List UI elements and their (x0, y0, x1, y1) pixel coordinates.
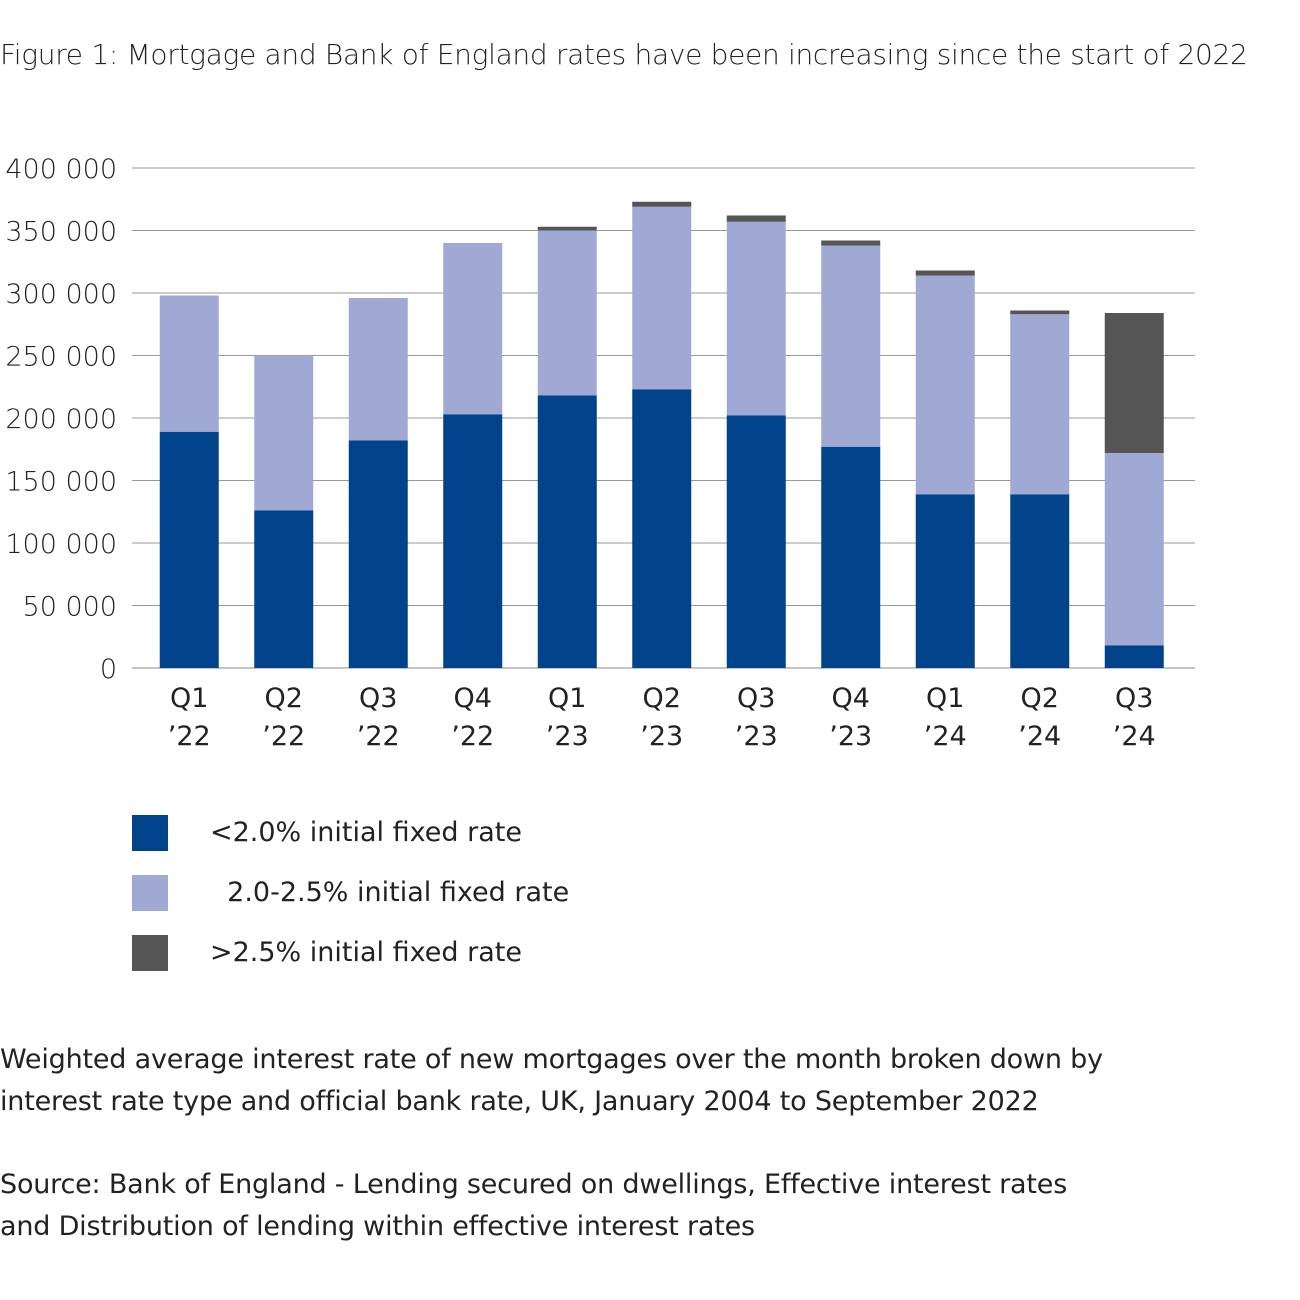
y-tick-label: 300 000 (5, 279, 117, 310)
source-line-2: and Distribution of lending within effec… (0, 1211, 755, 1242)
bar-segment-mid (726, 221, 786, 416)
x-tick-label-quarter: Q3 (1115, 683, 1153, 714)
stacked-bar-chart: 0 50 000 100 000 150 000 200 000 250 000 300 0… (5, 154, 1195, 752)
bar-segment-low (348, 440, 408, 668)
bar-segment-mid (821, 245, 881, 447)
bar-segment-low (159, 431, 219, 668)
x-tick-label-year: ’23 (735, 721, 778, 752)
y-tick-label: 50 000 (23, 592, 117, 623)
x-tick-label-year: ’23 (640, 721, 683, 752)
x-tick-label-quarter: Q1 (548, 683, 586, 714)
caption-line-1: Weighted average interest rate of new mo… (0, 1044, 1103, 1075)
x-tick-label-year: ’22 (262, 721, 305, 752)
y-tick-label: 250 000 (5, 342, 117, 373)
bar-segment-low (254, 510, 314, 668)
bar-segment-mid (1104, 453, 1164, 646)
y-tick-label: 0 (100, 654, 117, 685)
x-tick-label-quarter: Q4 (454, 683, 492, 714)
bar-segment-mid (1010, 314, 1070, 495)
x-tick-label-year: ’24 (924, 721, 967, 752)
x-tick-label-quarter: Q1 (170, 683, 208, 714)
y-tick-label: 100 000 (5, 529, 117, 560)
y-tick-label: 400 000 (5, 154, 117, 185)
bar-segment-low (915, 494, 975, 668)
bar-segment-low (726, 415, 786, 668)
bar-segment-mid (254, 355, 314, 511)
x-tick-label-year: ’23 (829, 721, 872, 752)
x-tick-label-quarter: Q3 (737, 683, 775, 714)
legend-swatch-high (132, 935, 168, 971)
caption-line-2: interest rate type and official bank rat… (0, 1086, 1039, 1117)
x-tick-label-quarter: Q1 (926, 683, 964, 714)
x-tick-label-year: ’24 (1018, 721, 1061, 752)
bar-segment-high (821, 240, 881, 246)
bar-segment-low (1010, 494, 1070, 668)
bar-segment-mid (443, 243, 503, 415)
bar-segment-low (821, 446, 881, 668)
legend-swatch-low (132, 815, 168, 851)
bar-segment-low (632, 389, 692, 668)
bar-segment-low (537, 395, 597, 668)
bar-segment-high (726, 215, 786, 222)
y-tick-label: 150 000 (5, 467, 117, 498)
bar-segment-mid (915, 275, 975, 495)
bar-segment-high (537, 226, 597, 231)
x-tick-label-year: ’23 (546, 721, 589, 752)
bar-segment-mid (348, 298, 408, 441)
bar-segment-high (1010, 310, 1070, 315)
x-tick-label-year: ’22 (451, 721, 494, 752)
bar-segment-mid (159, 295, 219, 432)
bar-segment-low (1104, 645, 1164, 668)
y-tick-label: 350 000 (5, 217, 117, 248)
x-tick-label-year: ’24 (1113, 721, 1156, 752)
bar-segment-mid (537, 230, 597, 396)
bar-segment-low (443, 414, 503, 668)
x-tick-label-quarter: Q2 (1021, 683, 1059, 714)
chart-title: Figure 1: Mortgage and Bank of England r… (0, 38, 1248, 71)
x-tick-label-year: ’22 (168, 721, 211, 752)
x-tick-label-quarter: Q2 (265, 683, 303, 714)
legend-label: >2.5% initial fixed rate (210, 937, 522, 968)
bar-segment-high (1104, 313, 1164, 453)
bar-segment-high (632, 201, 692, 207)
x-tick-label-quarter: Q3 (359, 683, 397, 714)
y-tick-label: 200 000 (5, 404, 117, 435)
x-tick-label-year: ’22 (357, 721, 400, 752)
x-tick-label-quarter: Q4 (832, 683, 870, 714)
source-line-1: Source: Bank of England - Lending secure… (0, 1169, 1068, 1200)
legend-swatch-mid (132, 875, 168, 911)
bar-segment-high (915, 270, 975, 276)
legend-label: <2.0% initial fixed rate (210, 817, 522, 848)
x-tick-label-quarter: Q2 (643, 683, 681, 714)
bar-segment-mid (632, 206, 692, 390)
legend-label: 2.0-2.5% initial fixed rate (210, 877, 570, 908)
